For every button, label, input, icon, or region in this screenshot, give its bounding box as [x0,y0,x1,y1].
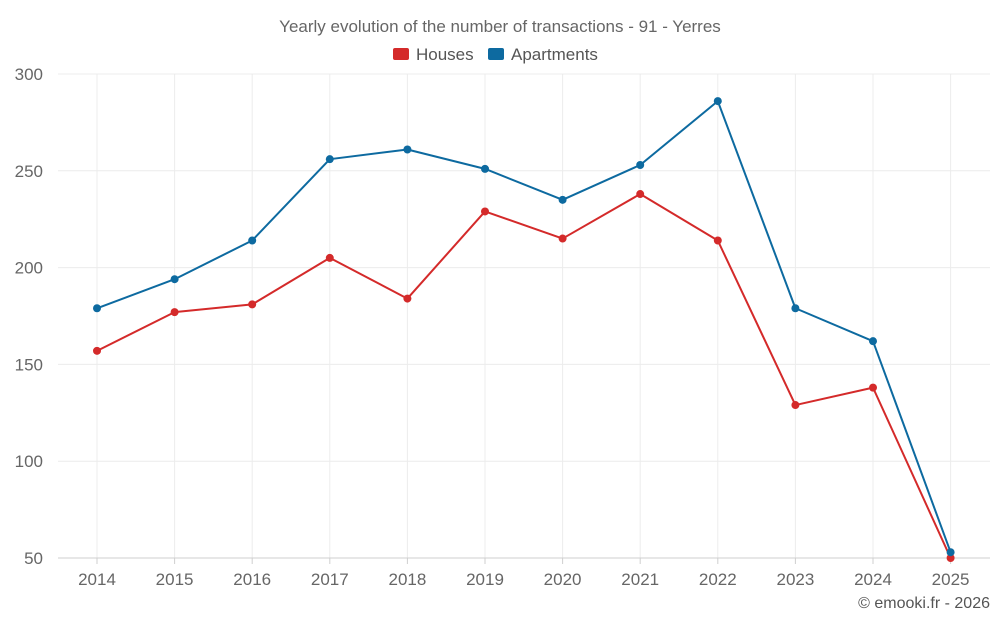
data-point-houses[interactable] [170,308,179,317]
legend: Houses Apartments [393,45,598,64]
data-point-houses[interactable] [636,190,645,199]
y-tick-label: 100 [15,452,43,471]
data-point-apartments[interactable] [481,164,489,173]
x-tick-label: 2022 [699,570,737,589]
chart-title: Yearly evolution of the number of transa… [279,17,721,36]
data-point-apartments[interactable] [403,145,412,154]
legend-label-houses: Houses [416,45,474,64]
legend-swatch-houses [393,48,409,60]
data-point-houses[interactable] [946,554,955,562]
data-point-houses[interactable] [93,346,101,355]
y-tick-label: 200 [15,259,43,278]
y-axis: 50 100 150 200 250 300 [15,65,43,568]
data-point-apartments[interactable] [248,236,257,245]
series-houses [93,190,955,562]
legend-item-apartments[interactable]: Apartments [488,45,598,64]
x-tick-label: 2017 [311,570,349,589]
data-point-apartments[interactable] [713,97,722,106]
data-point-apartments[interactable] [636,160,645,169]
x-tick-label: 2014 [78,570,116,589]
credit-text: © emooki.fr - 2026 [858,595,990,612]
legend-swatch-apartments [488,48,504,60]
data-point-apartments[interactable] [869,337,877,346]
data-point-houses[interactable] [558,234,567,243]
grid [58,73,990,559]
data-point-houses[interactable] [869,383,877,392]
data-point-houses[interactable] [325,253,334,262]
data-point-apartments[interactable] [946,548,955,557]
data-point-houses[interactable] [713,236,722,245]
data-point-houses[interactable] [248,300,257,309]
series [93,97,955,562]
data-point-apartments[interactable] [93,304,101,313]
x-tick-label: 2016 [233,570,271,589]
x-tick-label: 2024 [854,570,892,589]
legend-label-apartments: Apartments [511,45,598,64]
data-point-apartments[interactable] [558,195,567,204]
x-tick-label: 2019 [466,570,504,589]
legend-item-houses[interactable]: Houses [393,45,474,64]
x-tick-label: 2020 [544,570,582,589]
y-tick-label: 250 [15,162,43,181]
x-axis: 2014 2015 2016 2017 2018 2019 2020 2021 2022 2023… [58,557,990,589]
x-tick-label: 2018 [388,570,426,589]
x-tick-label: 2025 [932,570,970,589]
data-point-apartments[interactable] [170,275,179,284]
y-tick-label: 50 [24,549,43,568]
y-tick-label: 150 [15,355,43,374]
y-tick-label: 300 [15,65,43,84]
data-point-houses[interactable] [403,294,412,303]
x-tick-label: 2015 [156,570,194,589]
data-point-apartments[interactable] [325,155,334,164]
data-point-houses[interactable] [791,401,800,410]
series-line-houses [96,193,952,559]
series-apartments [93,97,955,557]
data-point-houses[interactable] [481,207,489,216]
x-tick-label: 2021 [621,570,659,589]
data-point-apartments[interactable] [791,304,800,313]
series-line-apartments [96,100,952,553]
x-tick-label: 2023 [776,570,814,589]
